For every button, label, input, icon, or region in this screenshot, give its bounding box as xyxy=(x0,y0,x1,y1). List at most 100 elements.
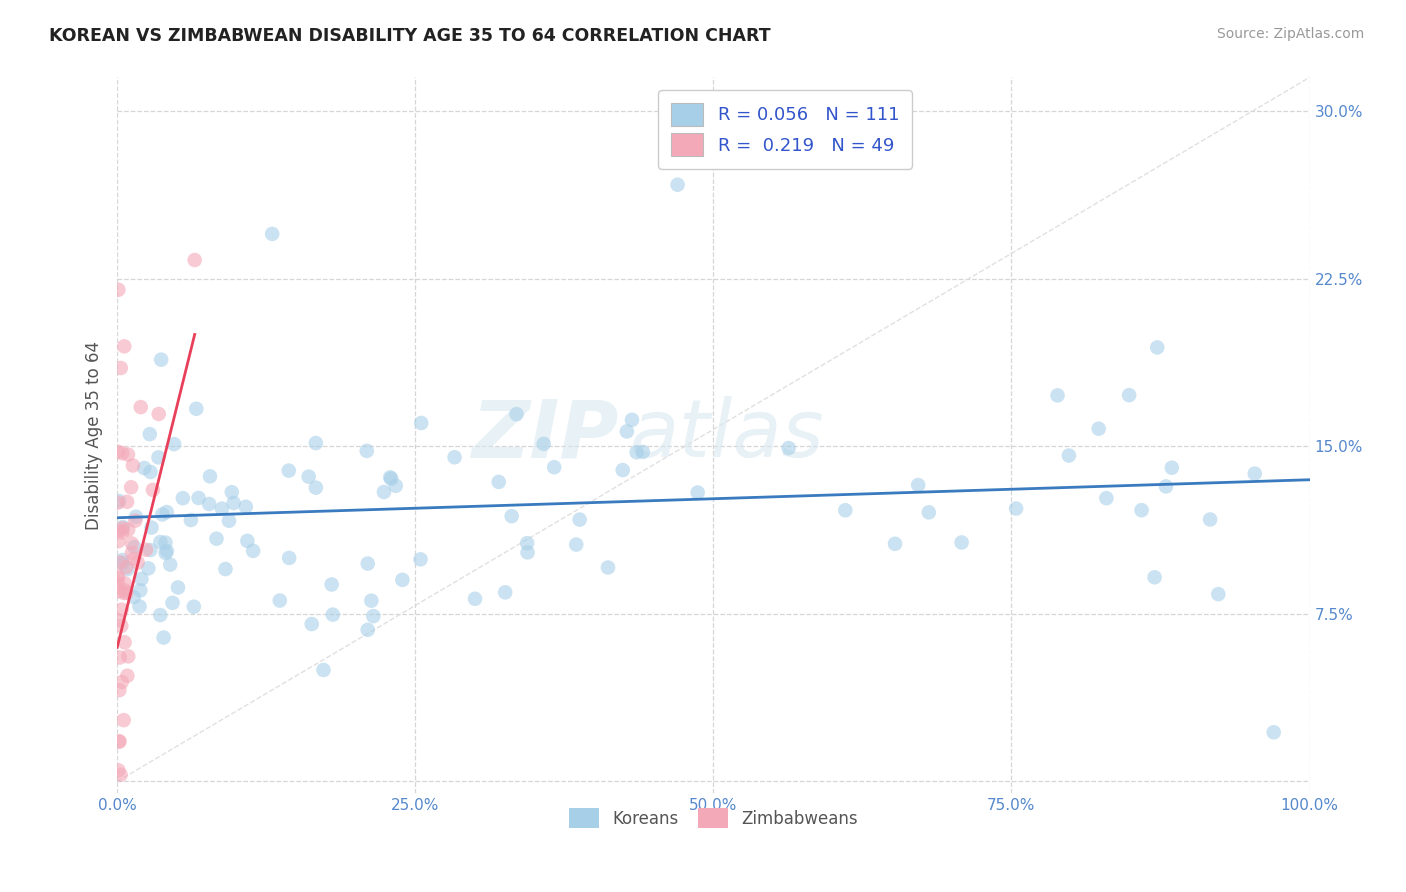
Point xyxy=(124,514,146,528)
Point xyxy=(150,508,173,522)
Point xyxy=(115,560,138,574)
Point xyxy=(155,535,177,549)
Point xyxy=(120,480,142,494)
Point xyxy=(107,444,129,458)
Point xyxy=(533,437,555,451)
Point xyxy=(565,537,588,551)
Point xyxy=(128,599,150,614)
Point xyxy=(211,501,233,516)
Point xyxy=(411,416,433,430)
Point xyxy=(1263,725,1285,739)
Point xyxy=(205,532,228,546)
Point xyxy=(596,560,619,574)
Point xyxy=(110,768,132,782)
Point xyxy=(129,400,152,414)
Point xyxy=(111,446,134,460)
Point xyxy=(543,460,565,475)
Point xyxy=(834,503,856,517)
Point xyxy=(114,635,136,649)
Point xyxy=(117,669,139,683)
Point xyxy=(363,609,385,624)
Point xyxy=(142,483,165,497)
Point xyxy=(108,734,131,748)
Point xyxy=(108,494,131,508)
Point xyxy=(107,613,129,627)
Legend: Koreans, Zimbabweans: Koreans, Zimbabweans xyxy=(562,802,865,834)
Point xyxy=(115,586,138,600)
Point xyxy=(108,650,131,665)
Point xyxy=(907,478,929,492)
Point xyxy=(686,485,709,500)
Point xyxy=(277,464,299,478)
Point xyxy=(107,764,129,778)
Point xyxy=(198,469,221,483)
Point xyxy=(494,585,516,599)
Point xyxy=(631,445,654,459)
Point xyxy=(141,520,163,534)
Point xyxy=(156,505,179,519)
Point xyxy=(148,450,170,465)
Point xyxy=(111,557,134,571)
Point xyxy=(409,552,432,566)
Point xyxy=(138,561,160,575)
Point xyxy=(235,500,257,514)
Point xyxy=(108,683,131,698)
Point xyxy=(122,551,145,566)
Y-axis label: Disability Age 35 to 64: Disability Age 35 to 64 xyxy=(86,341,103,530)
Point xyxy=(139,543,162,558)
Point xyxy=(222,496,245,510)
Point xyxy=(115,495,138,509)
Point xyxy=(112,713,135,727)
Point xyxy=(110,619,132,633)
Point xyxy=(107,571,129,585)
Point xyxy=(167,581,190,595)
Point xyxy=(1057,449,1080,463)
Point xyxy=(121,536,143,550)
Point xyxy=(357,557,380,571)
Point xyxy=(1046,388,1069,402)
Point xyxy=(950,535,973,549)
Point xyxy=(391,573,413,587)
Point xyxy=(221,485,243,500)
Point xyxy=(187,491,209,505)
Point xyxy=(183,253,205,268)
Point xyxy=(1087,422,1109,436)
Point xyxy=(568,513,591,527)
Point xyxy=(117,649,139,664)
Point xyxy=(1143,570,1166,584)
Point xyxy=(180,513,202,527)
Point xyxy=(111,553,134,567)
Point xyxy=(111,675,134,690)
Text: KOREAN VS ZIMBABWEAN DISABILITY AGE 35 TO 64 CORRELATION CHART: KOREAN VS ZIMBABWEAN DISABILITY AGE 35 T… xyxy=(49,27,770,45)
Point xyxy=(443,450,465,465)
Point xyxy=(111,520,134,534)
Point xyxy=(156,544,179,558)
Point xyxy=(373,485,395,500)
Point xyxy=(159,558,181,572)
Point xyxy=(110,602,132,616)
Point xyxy=(1118,388,1140,402)
Point xyxy=(183,599,205,614)
Point xyxy=(305,436,328,450)
Point xyxy=(516,536,538,550)
Point xyxy=(918,505,941,519)
Point xyxy=(108,524,131,538)
Point xyxy=(148,407,170,421)
Point xyxy=(305,481,328,495)
Point xyxy=(112,339,135,353)
Point xyxy=(107,496,129,510)
Point xyxy=(1199,512,1222,526)
Point xyxy=(172,491,194,505)
Point xyxy=(1160,460,1182,475)
Point xyxy=(1130,503,1153,517)
Point xyxy=(778,441,800,455)
Point xyxy=(262,227,284,241)
Point xyxy=(150,352,173,367)
Point xyxy=(163,437,186,451)
Point xyxy=(131,572,153,586)
Point xyxy=(1095,491,1118,505)
Point xyxy=(278,550,301,565)
Point xyxy=(312,663,335,677)
Point xyxy=(108,735,131,749)
Point xyxy=(357,623,380,637)
